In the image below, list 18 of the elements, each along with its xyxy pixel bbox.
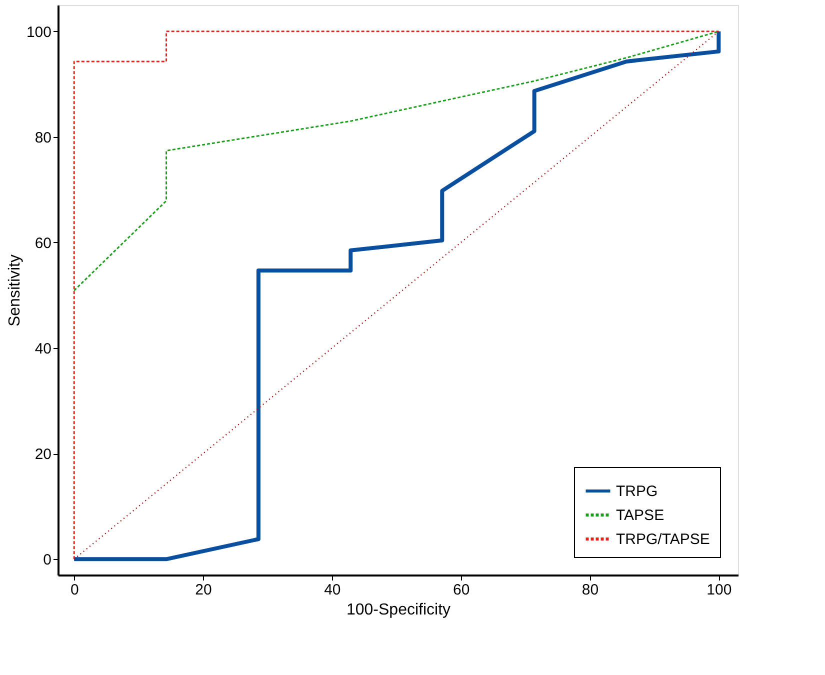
x-tick-label: 60 [453,582,470,598]
y-tick-label: 80 [34,129,52,146]
y-tick-label: 0 [43,552,52,569]
legend-label: TAPSE [616,507,664,524]
y-tick-label: 20 [34,446,52,464]
y-tick-label: 40 [34,340,52,358]
x-tick-label: 40 [324,582,341,598]
x-axis-title: 100-Specificity [346,602,451,618]
x-tick-label: 100 [706,582,732,598]
legend-label: TRPG/TAPSE [616,531,710,548]
x-tick-label: 80 [582,582,599,598]
x-tick-label: 20 [195,582,212,598]
x-tick-label: 0 [70,582,79,598]
y-axis-title: Sensitivity [6,254,24,327]
y-tick-label: 100 [26,24,52,41]
line-series [73,30,720,292]
y-tick-label: 60 [34,235,52,252]
legend-label: TRPG [616,483,658,500]
